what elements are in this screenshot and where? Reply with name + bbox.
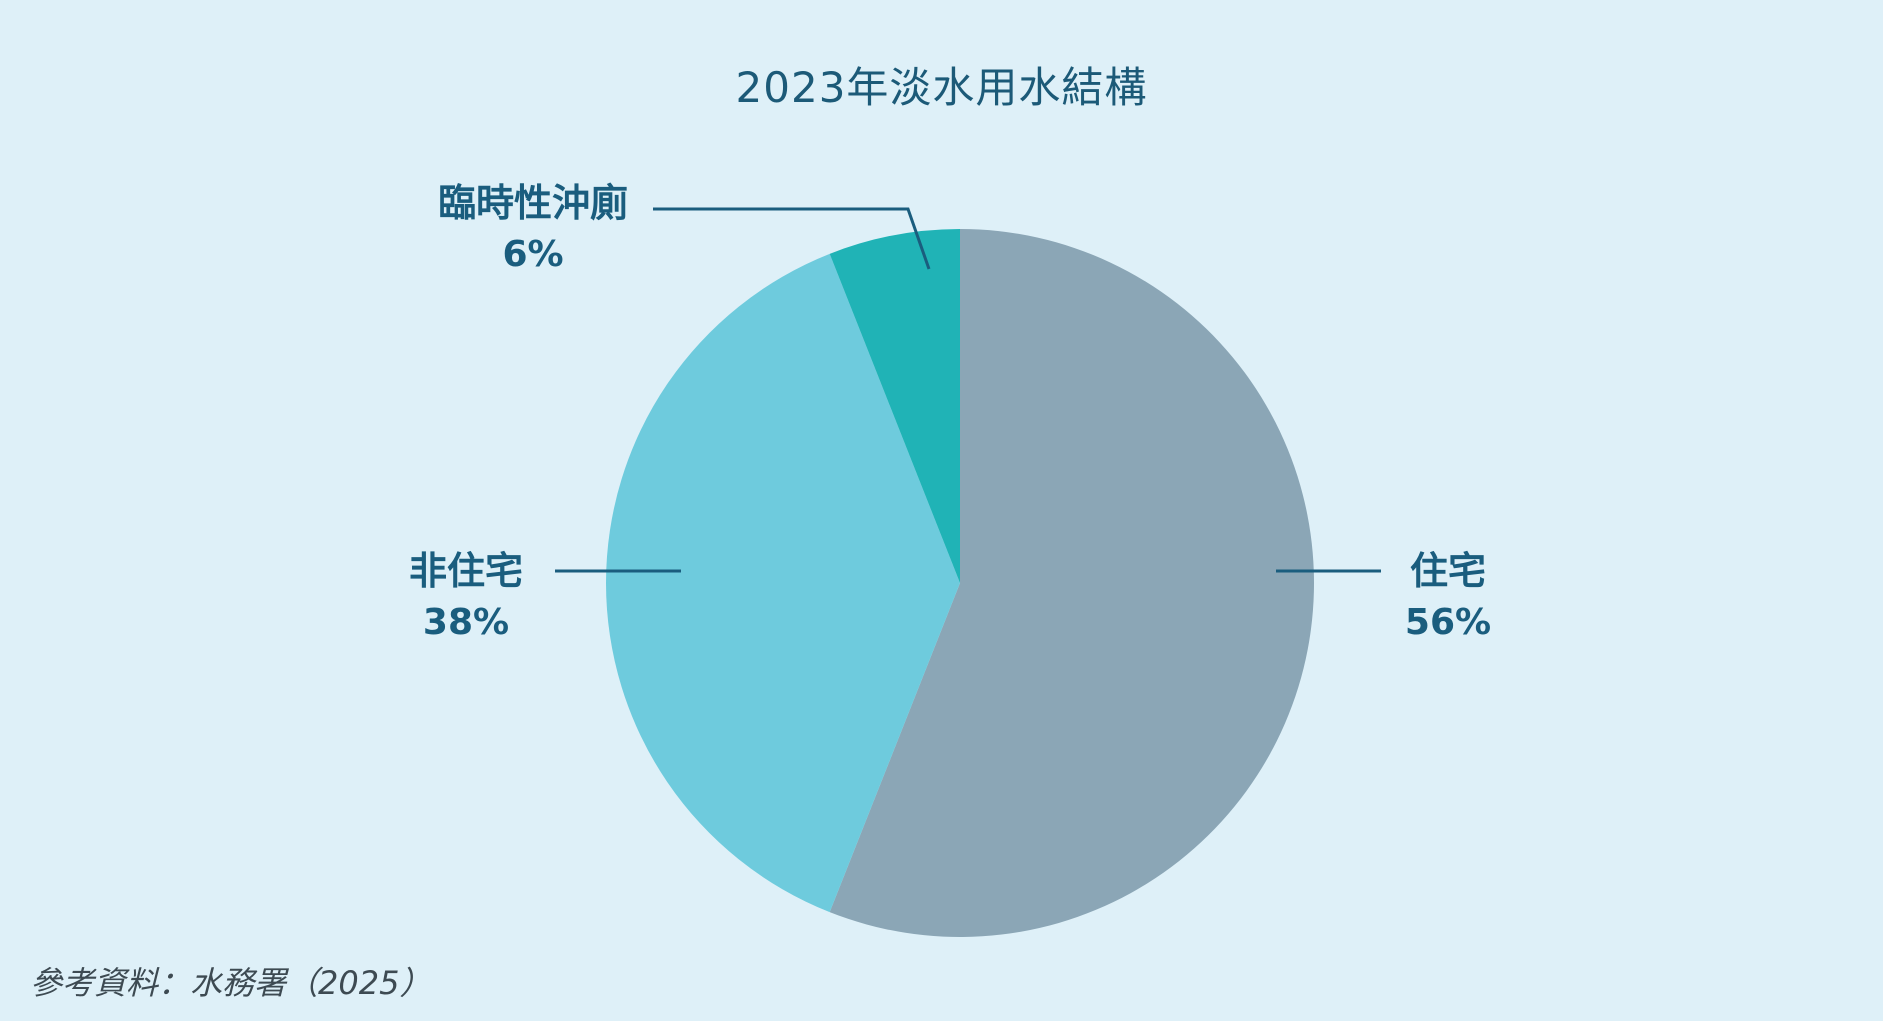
slice-value-residential: 56%: [1405, 602, 1491, 643]
pie-slice-residential: [829, 229, 1314, 937]
slice-label-flushing: 臨時性沖廁: [438, 181, 628, 225]
slice-label-residential: 住宅: [1410, 549, 1486, 593]
slice-value-flushing: 6%: [502, 234, 563, 275]
pie-slices: [605, 229, 1314, 937]
pie-slice-flushing: [829, 229, 960, 583]
pie-slice-non-residential: [605, 253, 960, 913]
leader-line-flushing: [653, 207, 931, 270]
slice-label-non-residential: 非住宅: [409, 549, 523, 593]
source-note: 參考資料：水務署（2025）: [30, 964, 432, 1002]
slice-value-non-residential: 38%: [423, 602, 509, 643]
chart-title: 2023年淡水用水結構: [735, 63, 1148, 112]
